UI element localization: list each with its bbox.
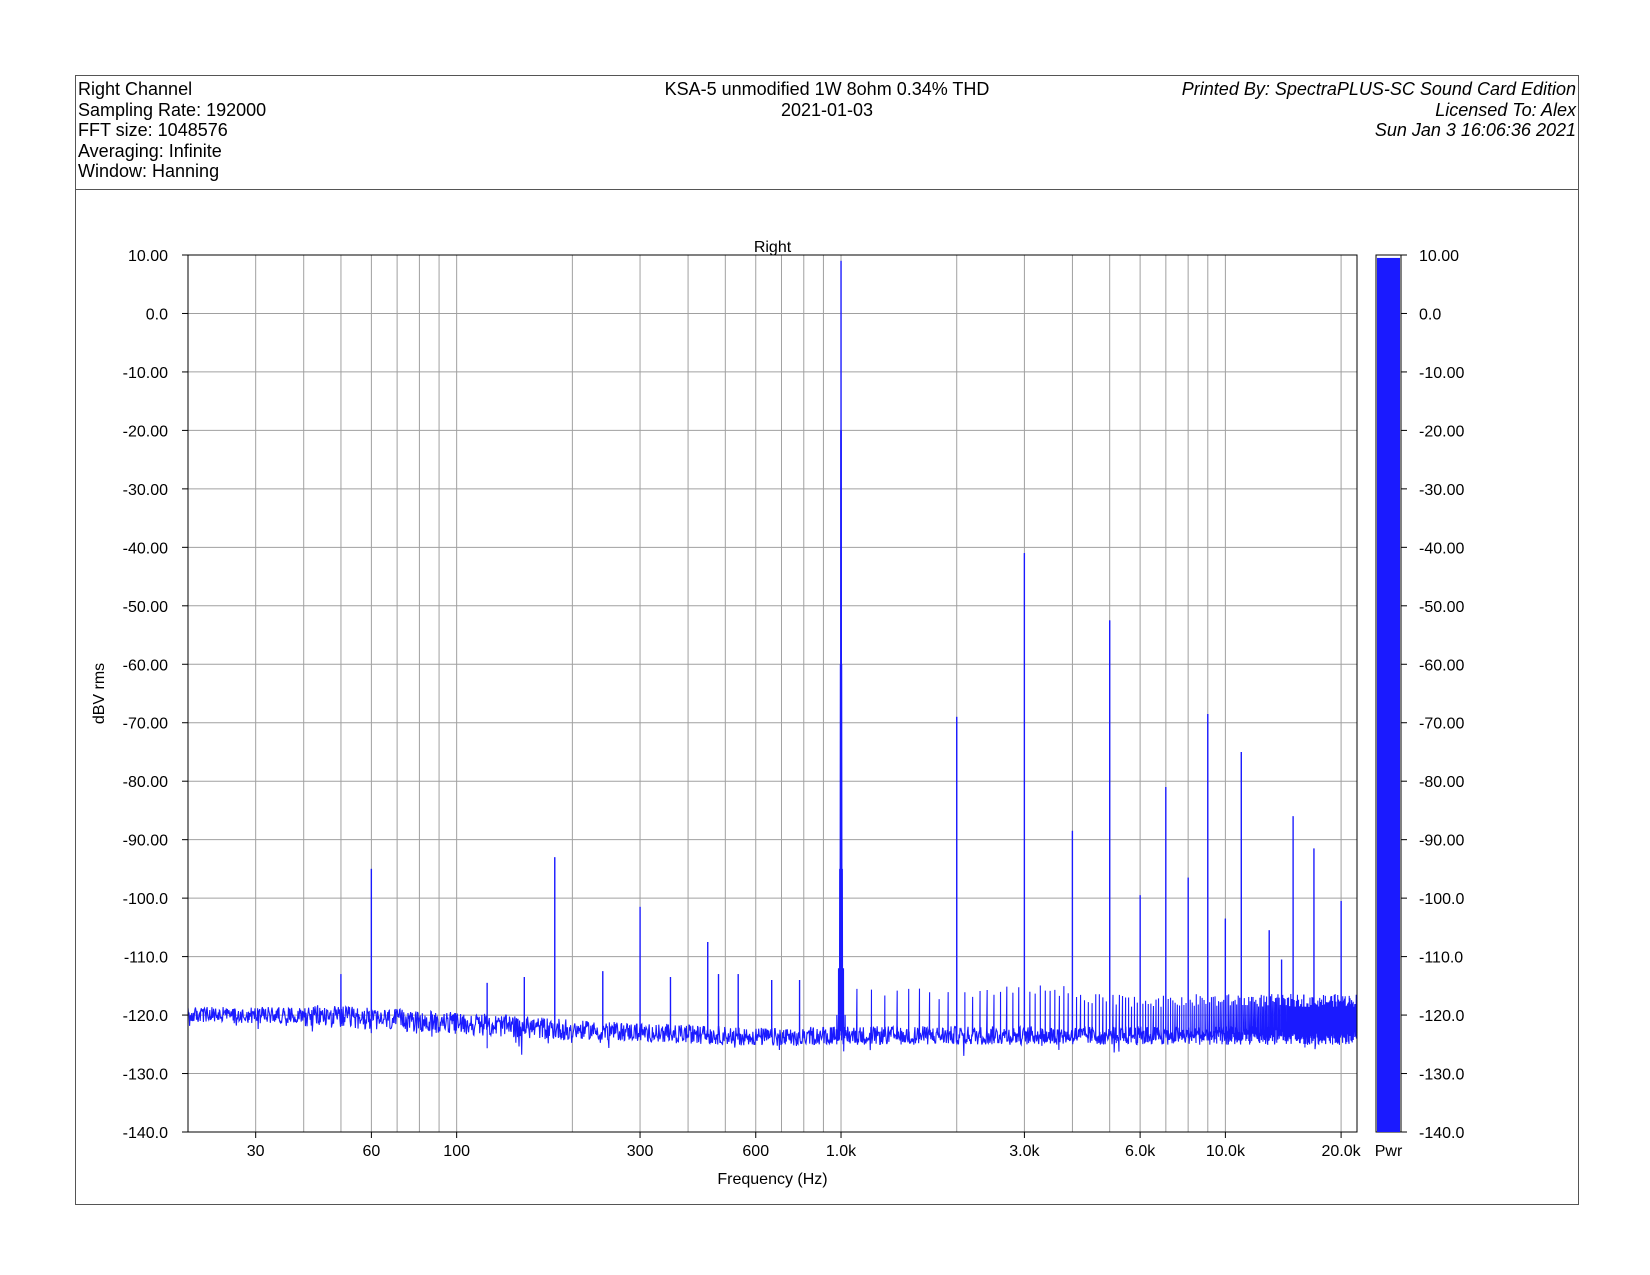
level-bar-fill: [1377, 257, 1400, 1132]
spectrum-trace: [187, 260, 1358, 1056]
printed-by: Printed By: SpectraPLUS-SC Sound Card Ed…: [1181, 79, 1576, 99]
print-info: Printed By: SpectraPLUS-SC Sound Card Ed…: [1182, 79, 1576, 141]
level-bar-tick-label: -20.00: [1419, 423, 1464, 440]
y-tick-label: -90.00: [123, 833, 168, 850]
level-bar-tick-label: -30.00: [1419, 482, 1464, 499]
x-tick-label: 30: [247, 1143, 265, 1160]
y-tick-label: -40.00: [123, 540, 168, 557]
x-tick-label: 600: [742, 1143, 769, 1160]
x-tick-label: 100: [443, 1143, 470, 1160]
channel-label: Right Channel: [78, 79, 193, 99]
report-title: KSA-5 unmodified 1W 8ohm 0.34% THD: [664, 79, 990, 99]
licensed-to: Licensed To: Alex: [1435, 99, 1576, 120]
level-bar-tick-label: -80.00: [1419, 774, 1464, 791]
y-tick-label: -70.00: [123, 716, 168, 733]
level-bar-tick-label: -90.00: [1419, 833, 1464, 850]
plot-border: [187, 254, 1358, 1133]
level-bar-tick-label: -110.0: [1419, 950, 1463, 967]
level-bar-tick-label: -50.00: [1419, 599, 1464, 616]
y-axis-ticks: 10.00 0.0 -10.00 -20.00 -30.00 -40.00 -50.00 -6…: [123, 248, 188, 1142]
print-timestamp: Sun Jan 3 16:06:36 2021: [1374, 120, 1576, 140]
level-bar-tick-label: -100.0: [1419, 891, 1464, 908]
level-bar-tick-label: -140.0: [1419, 1125, 1464, 1142]
x-tick-label: 10.0k: [1206, 1143, 1246, 1160]
y-tick-label: -120.0: [123, 1008, 168, 1025]
y-tick-label: -30.00: [123, 482, 168, 499]
y-tick-label: -80.00: [123, 774, 168, 791]
y-tick-label: -60.00: [123, 657, 168, 674]
y-tick-label: -20.00: [123, 423, 168, 440]
report-title-block: KSA-5 unmodified 1W 8ohm 0.34% THD 2021-…: [75, 79, 1579, 120]
level-bar-tick-label: -70.00: [1419, 716, 1464, 733]
page-frame: [75, 75, 1579, 1205]
y-tick-label: -10.00: [123, 365, 168, 382]
y-axis-label: dBV rms: [91, 663, 108, 724]
spectrum-trace-group: [187, 260, 1358, 1056]
y-tick-label: -100.0: [123, 891, 168, 908]
window-type: Window: Hanning: [78, 161, 220, 181]
level-bar-tick-label: 0.0: [1419, 306, 1441, 323]
level-bar-label: Pwr: [1375, 1143, 1403, 1160]
report-date: 2021-01-03: [780, 99, 874, 120]
y-tick-label: -130.0: [123, 1067, 168, 1084]
sampling-rate: Sampling Rate: 192000: [78, 99, 267, 120]
level-bar-tick-label: 10.00: [1419, 248, 1459, 265]
y-tick-label: -110.0: [124, 950, 168, 967]
x-tick-label: 3.0k: [1009, 1143, 1040, 1160]
x-tick-label: 1.0k: [826, 1143, 857, 1160]
y-tick-label: -50.00: [123, 599, 168, 616]
averaging: Averaging: Infinite: [78, 140, 222, 161]
x-tick-label: 300: [627, 1143, 654, 1160]
y-tick-label: -140.0: [123, 1125, 168, 1142]
level-bar-tick-label: -40.00: [1419, 540, 1464, 557]
x-axis-ticks: 30 60 100 300 600 1.0k 3.0k 6.0k 10.0k 20.0k: [247, 1132, 1362, 1160]
level-bar-tick-label: -60.00: [1419, 657, 1464, 674]
vertical-grid: [255, 255, 1342, 1132]
level-bar-tick-label: -130.0: [1419, 1067, 1464, 1084]
report-header: Right Channel Sampling Rate: 192000 FFT …: [75, 75, 1579, 190]
y-tick-label: 0.0: [146, 306, 168, 323]
power-level-bar: Pwr 10.00 0.0 -10.00 -20.00 -30.00 -40.00 -50.…: [1375, 248, 1465, 1160]
level-bar-tick-label: -120.0: [1419, 1008, 1464, 1025]
x-tick-label: 20.0k: [1322, 1143, 1362, 1160]
measurement-settings: Right Channel Sampling Rate: 192000 FFT …: [78, 79, 266, 182]
level-bar-tick-label: -10.00: [1419, 365, 1464, 382]
x-axis-label: Frequency (Hz): [717, 1171, 827, 1188]
y-tick-label: 10.00: [128, 248, 168, 265]
x-tick-label: 60: [362, 1143, 380, 1160]
x-tick-label: 6.0k: [1125, 1143, 1156, 1160]
level-bar-ticks: 10.00 0.0 -10.00 -20.00 -30.00 -40.00 -50.00 -6…: [1401, 248, 1464, 1142]
chart-title: Right: [754, 239, 792, 256]
fft-size: FFT size: 1048576: [78, 120, 228, 140]
